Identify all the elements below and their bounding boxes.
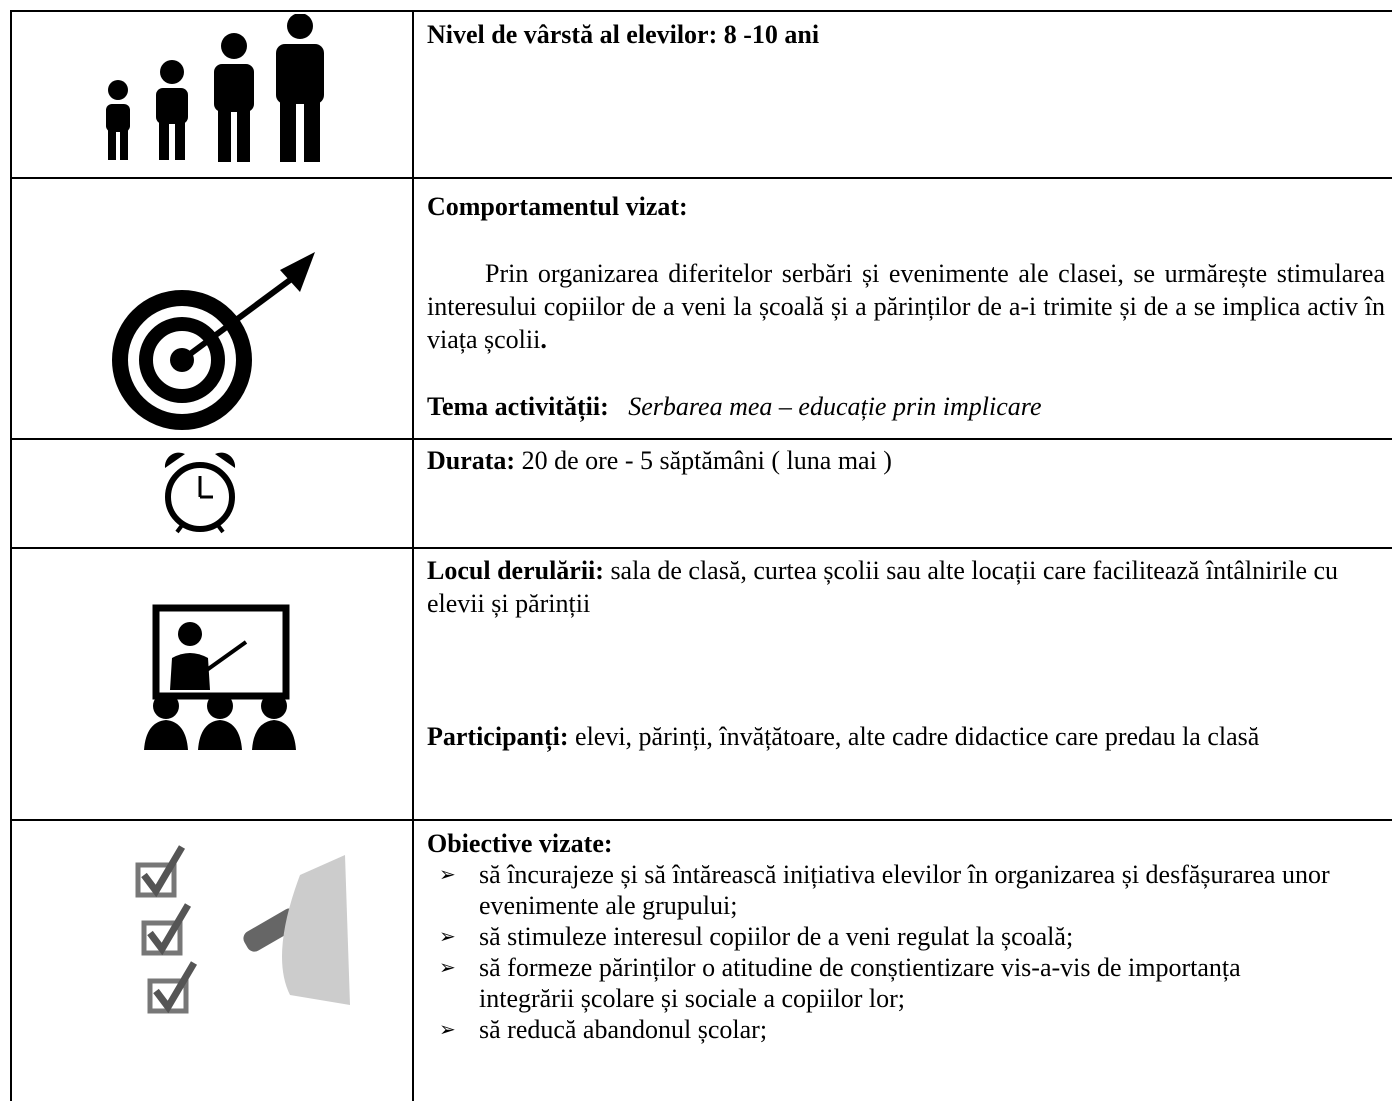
objective-text: să reducă abandonul școlar; — [479, 1015, 768, 1044]
label: Locul derulării: — [427, 556, 604, 585]
paragraph-text: Prin organizarea diferitelor serbări și … — [427, 259, 1385, 354]
objective-text: să stimuleze interesul copiilor de a ven… — [479, 922, 1074, 951]
row-border — [10, 547, 1392, 549]
objective-item: ➢ să încurajeze și să întărească inițiati… — [427, 859, 1339, 921]
objective-text: să încurajeze și să întărească inițiativ… — [479, 860, 1330, 920]
bullet: ➢ — [439, 955, 456, 979]
objective-item: ➢ să formeze părinților o atitudine de co… — [427, 952, 1339, 1014]
theme-label: Tema activității: — [427, 392, 609, 421]
objective-text: să formeze părinților o atitudine de con… — [479, 953, 1241, 1013]
text: sala de clasă, curtea școlii sau alte lo… — [427, 556, 1339, 618]
children-icon — [106, 14, 324, 162]
paragraph: Prin organizarea diferitelor serbări și … — [427, 257, 1385, 356]
objective-list: ➢ să încurajeze și să întărească inițiati… — [427, 859, 1385, 1045]
label: Participanți: — [427, 722, 569, 751]
participants: Participanți: elevi, părinți, învățătoar… — [427, 720, 1385, 753]
label: Durata: — [427, 446, 516, 475]
age-cell: Nivel de vârstă al elevilor: 8 -10 ani — [427, 18, 1385, 51]
bullet: ➢ — [439, 924, 456, 948]
duration-cell: Durata: 20 de ore - 5 săptămâni ( luna m… — [427, 444, 1385, 477]
classroom-icon — [144, 604, 296, 750]
row-border — [10, 177, 1392, 179]
row-border — [10, 819, 1392, 821]
paragraph-end: . — [540, 325, 547, 354]
place: Locul derulării: sala de clasă, curtea ș… — [427, 554, 1385, 620]
theme: Tema activității: Serbarea mea – educați… — [427, 390, 1385, 423]
behavior-cell: Comportamentul vizat: Prin organizarea d… — [427, 190, 1385, 423]
objectives-cell: Obiective vizate: ➢ să încurajeze și să î… — [427, 828, 1385, 1045]
objective-item: ➢ să reducă abandonul școlar; — [427, 1014, 1339, 1045]
clock-icon — [164, 452, 236, 534]
checklist-icon — [135, 845, 350, 1014]
heading: Obiective vizate: — [427, 829, 613, 858]
row-border — [10, 438, 1392, 440]
objective-item: ➢ să stimuleze interesul copiilor de a ve… — [427, 921, 1339, 952]
heading: Comportamentul vizat: — [427, 192, 688, 221]
place-cell: Locul derulării: sala de clasă, curtea ș… — [427, 554, 1385, 753]
table-border — [10, 10, 12, 1101]
bullet: ➢ — [439, 1017, 456, 1041]
heading: Nivel de vârstă al elevilor: 8 -10 ani — [427, 20, 820, 49]
text: elevi, părinți, învățătoare, alte cadre … — [575, 722, 1260, 751]
theme-text: Serbarea mea – educație prin implicare — [628, 392, 1042, 421]
table-border — [10, 10, 1392, 12]
bullet: ➢ — [439, 862, 456, 886]
target-icon — [112, 252, 315, 430]
column-border — [412, 10, 414, 1101]
text: 20 de ore - 5 săptămâni ( luna mai ) — [521, 446, 892, 475]
